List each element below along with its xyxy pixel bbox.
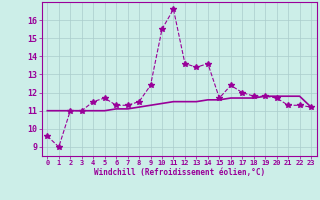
X-axis label: Windchill (Refroidissement éolien,°C): Windchill (Refroidissement éolien,°C) [94, 168, 265, 177]
